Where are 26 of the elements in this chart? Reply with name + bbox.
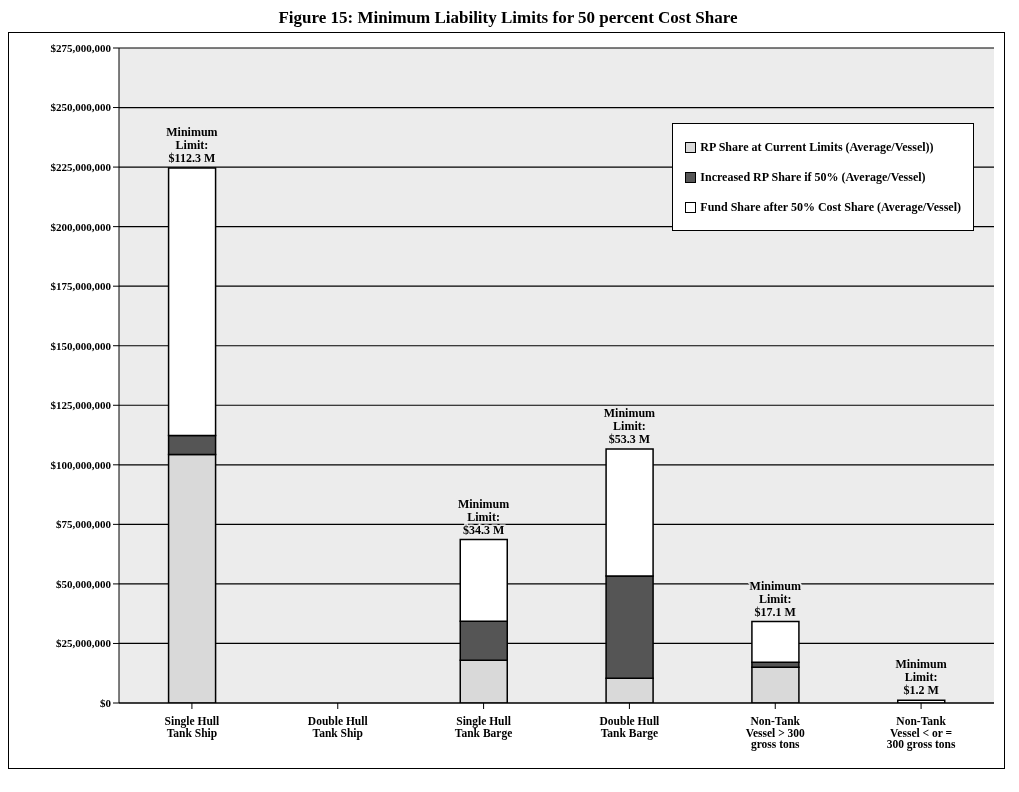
x-tick-label: Double Hull Tank Ship	[307, 715, 368, 740]
y-tick-label: $250,000,000	[50, 101, 112, 114]
annotation: Minimum Limit: $1.2 M	[895, 657, 947, 698]
y-tick-label: $200,000,000	[50, 220, 112, 233]
y-tick-label: $125,000,000	[50, 399, 112, 412]
y-tick-label: $75,000,000	[56, 518, 112, 531]
annotation: Minimum Limit: $53.3 M	[603, 406, 656, 447]
y-tick-label: $150,000,000	[50, 339, 112, 352]
y-tick-label: $275,000,000	[50, 41, 112, 54]
legend-label: RP Share at Current Limits (Average/Vessel))	[700, 139, 934, 156]
annotation: Minimum Limit: $34.3 M	[457, 496, 510, 537]
y-tick-label: $175,000,000	[50, 280, 112, 293]
annotation: Minimum Limit: $112.3 M	[166, 125, 218, 166]
y-tick-label: $100,000,000	[50, 458, 112, 471]
x-tick-label: Double Hull Tank Barge	[599, 715, 660, 740]
y-tick-label: $25,000,000	[56, 637, 112, 650]
legend-label: Fund Share after 50% Cost Share (Average/Vessel)	[700, 199, 961, 216]
x-tick-label: Single Hull Tank Ship	[164, 715, 220, 740]
x-tick-label: Non-Tank Vessel > 300 gross tons	[745, 715, 806, 752]
y-tick-label: $225,000,000	[50, 161, 112, 173]
x-tick-label: Non-Tank Vessel < or = 300 gross tons	[886, 715, 956, 752]
y-tick-label: $0	[100, 696, 112, 709]
chart-title: Figure 15: Minimum Liability Limits for 50 percent Cost Share	[277, 8, 739, 28]
x-tick-label: Single Hull Tank Barge	[454, 715, 513, 740]
y-tick-label: $50,000,000	[56, 577, 112, 590]
legend-label: Increased RP Share if 50% (Average/Vessel)	[700, 169, 926, 186]
